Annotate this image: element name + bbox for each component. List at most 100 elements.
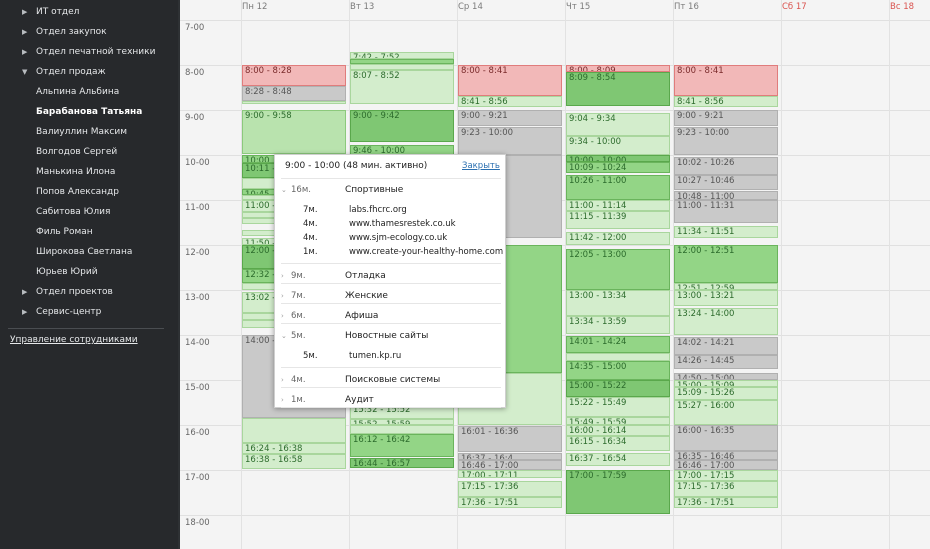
activity-block[interactable]: 14:02 - 14:21	[674, 336, 778, 355]
activity-block[interactable]: 8:41 - 8:56	[458, 95, 562, 107]
activity-block[interactable]: 8:41 - 8:56	[674, 95, 778, 107]
activity-block[interactable]: 15:49 - 15:59	[566, 416, 670, 425]
popup-category[interactable]: ⌄ 16м. Спортивные	[275, 183, 505, 197]
activity-block[interactable]: 17:00 - 17:59	[566, 470, 670, 515]
activity-block[interactable]: 14:35 - 15:00	[566, 361, 670, 380]
activity-block[interactable]: 12:51 - 12:59	[674, 283, 778, 290]
activity-block[interactable]: 16:01 - 16:36	[458, 425, 562, 452]
activity-block[interactable]	[566, 353, 670, 362]
activity-block[interactable]: 9:04 - 9:34	[566, 113, 670, 136]
activity-block[interactable]: 9:23 - 10:00	[674, 127, 778, 155]
activity-block[interactable]: 9:00 - 9:21	[458, 110, 562, 126]
activity-block[interactable]	[242, 417, 346, 443]
sidebar-employee[interactable]: Альпина Альбина	[0, 82, 178, 102]
activity-popup: 9:00 - 10:00 (48 мин. активно) Закрыть ⌄…	[274, 154, 506, 408]
activity-block[interactable]: 16:44 - 16:57	[350, 458, 454, 468]
activity-block[interactable]: 14:50 - 15:00	[674, 372, 778, 380]
activity-block[interactable]: 11:34 - 11:51	[674, 225, 778, 239]
activity-block[interactable]: 17:36 - 17:51	[458, 497, 562, 509]
activity-block[interactable]: 16:37 - 16:4	[458, 452, 562, 460]
activity-block[interactable]: 15:22 - 15:49	[566, 396, 670, 417]
activity-block[interactable]: 8:28 - 8:48	[242, 86, 346, 101]
activity-block[interactable]: 10:02 - 10:26	[674, 156, 778, 175]
activity-block[interactable]: 16:24 - 16:38	[242, 443, 346, 454]
activity-block[interactable]: 17:36 - 17:51	[674, 497, 778, 509]
activity-block[interactable]: 11:00 - 11:14	[566, 200, 670, 211]
activity-block[interactable]: 8:07 - 8:52	[350, 70, 454, 104]
activity-block[interactable]: 11:42 - 12:00	[566, 231, 670, 245]
activity-block[interactable]: 10:00 - 10:00	[566, 155, 670, 162]
activity-block[interactable]: 14:26 - 14:45	[674, 354, 778, 369]
sidebar-employee[interactable]: Попов Александр	[0, 182, 178, 202]
sidebar-department[interactable]: ▶ ИТ отдел	[0, 2, 178, 22]
activity-block[interactable]: 7:42 - 7:52	[350, 51, 454, 59]
activity-block[interactable]: 13:00 - 13:21	[674, 290, 778, 306]
activity-block[interactable]: 15:27 - 16:00	[674, 400, 778, 425]
activity-block[interactable]: 10:09 - 10:24	[566, 161, 670, 173]
activity-block[interactable]: 9:00 - 9:58	[242, 110, 346, 154]
activity-block[interactable]: 13:34 - 13:59	[566, 315, 670, 335]
activity-block[interactable]: 17:15 - 17:36	[674, 481, 778, 497]
sidebar-employee[interactable]: Манькина Илона	[0, 162, 178, 182]
activity-block[interactable]: 9:00 - 9:21	[674, 110, 778, 126]
sidebar-employee[interactable]: Сабитова Юлия	[0, 202, 178, 222]
activity-block[interactable]: 8:00 - 8:41	[458, 65, 562, 96]
activity-block[interactable]: 8:00 - 8:28	[242, 65, 346, 86]
popup-category[interactable]: › 4м. Поисковые системы	[275, 373, 505, 387]
activity-block[interactable]	[242, 101, 346, 104]
activity-block[interactable]: 16:37 - 16:54	[566, 452, 670, 466]
activity-block[interactable]	[350, 59, 454, 64]
activity-block[interactable]: 9:34 - 10:00	[566, 135, 670, 155]
activity-block[interactable]: 8:00 - 8:09	[566, 65, 670, 72]
sidebar-employee[interactable]: Барабанова Татьяна	[0, 102, 178, 122]
activity-block[interactable]	[350, 425, 454, 434]
activity-block[interactable]: 17:00 - 17:15	[674, 470, 778, 482]
sidebar-employee[interactable]: Волгодов Сергей	[0, 142, 178, 162]
activity-block[interactable]: 8:00 - 8:41	[674, 65, 778, 96]
popup-close-link[interactable]: Закрыть	[462, 161, 500, 171]
activity-block[interactable]: 10:27 - 10:46	[674, 175, 778, 190]
activity-block[interactable]: 15:09 - 15:26	[674, 386, 778, 400]
activity-block[interactable]: 12:00 - 12:51	[674, 245, 778, 284]
sidebar-employee[interactable]: Юрьев Юрий	[0, 262, 178, 282]
activity-block[interactable]: 16:46 - 17:00	[458, 459, 562, 470]
activity-block[interactable]: 15:00 - 15:22	[566, 380, 670, 397]
sidebar-department[interactable]: ▶ Отдел печатной техники	[0, 42, 178, 62]
sidebar-department[interactable]: ▶ Отдел закупок	[0, 22, 178, 42]
sidebar-employee[interactable]: Филь Роман	[0, 222, 178, 242]
activity-block[interactable]: 10:26 - 11:00	[566, 174, 670, 200]
popup-category[interactable]: › 6м. Афиша	[275, 309, 505, 323]
activity-block[interactable]: 16:00 - 16:14	[566, 425, 670, 436]
sidebar-department[interactable]: ▶ Отдел проектов	[0, 282, 178, 302]
popup-category[interactable]: › 7м. Женские	[275, 289, 505, 303]
manage-employees-link[interactable]: Управление сотрудниками	[10, 335, 138, 345]
activity-block[interactable]: 9:23 - 10:00	[458, 127, 562, 155]
activity-block[interactable]: 9:00 - 9:42	[350, 110, 454, 142]
activity-block[interactable]: 11:00 - 11:31	[674, 200, 778, 224]
activity-block[interactable]: 17:15 - 17:36	[458, 481, 562, 497]
activity-block[interactable]: 16:00 - 16:35	[674, 425, 778, 452]
activity-block[interactable]: 16:46 - 17:00	[674, 459, 778, 470]
sidebar-department[interactable]: ▶ Сервис-центр	[0, 302, 178, 322]
activity-block[interactable]: 16:35 - 16:46	[674, 451, 778, 460]
activity-block[interactable]: 17:00 - 17:11	[458, 470, 562, 479]
activity-block[interactable]	[350, 63, 454, 71]
sidebar-department[interactable]: ▼ Отдел продаж	[0, 62, 178, 82]
activity-block[interactable]: 15:52 - 15:59	[350, 419, 454, 425]
activity-block[interactable]: 16:38 - 16:58	[242, 453, 346, 469]
activity-block[interactable]: 14:01 - 14:24	[566, 335, 670, 353]
activity-block[interactable]: 8:09 - 8:54	[566, 71, 670, 106]
activity-block[interactable]: 11:15 - 11:39	[566, 211, 670, 230]
sidebar-employee[interactable]: Валиуллин Максим	[0, 122, 178, 142]
popup-category[interactable]: › 9м. Отладка	[275, 269, 505, 283]
activity-block[interactable]: 10:48 - 11:00	[674, 191, 778, 200]
activity-block[interactable]: 13:00 - 13:34	[566, 290, 670, 316]
activity-block[interactable]: 12:05 - 13:00	[566, 248, 670, 290]
popup-category[interactable]: › 1м. Аудит	[275, 393, 505, 407]
activity-block[interactable]: 16:15 - 16:34	[566, 436, 670, 451]
popup-category[interactable]: ⌄ 5м. Новостные сайты	[275, 329, 505, 343]
activity-block[interactable]: 15:00 - 15:09	[674, 380, 778, 387]
sidebar-employee[interactable]: Широкова Светлана	[0, 242, 178, 262]
activity-block[interactable]: 16:12 - 16:42	[350, 434, 454, 457]
activity-block[interactable]: 13:24 - 14:00	[674, 308, 778, 335]
